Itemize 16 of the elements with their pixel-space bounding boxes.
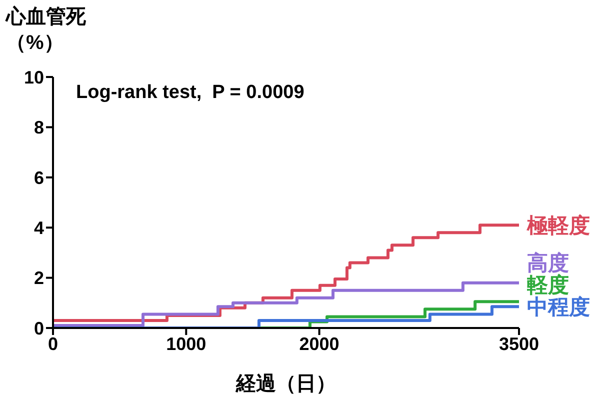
y-tick-label: 10 [24, 67, 44, 88]
x-axis-title: 経過（日） [234, 372, 337, 397]
y-tick-label: 6 [34, 168, 44, 188]
y-tick-label: 0 [34, 318, 44, 338]
annotation: Log-rank test, P = 0.0009 [76, 82, 304, 104]
y-tick-label: 8 [34, 118, 44, 138]
series-label: 中程度 [527, 295, 590, 320]
series-label: 極軽度 [526, 213, 590, 238]
y-tick-label: 2 [34, 268, 44, 288]
series-label: 軽度 [526, 273, 569, 298]
y-axis-title: 心血管死（%） [6, 4, 87, 56]
x-tick-label: 2000 [299, 334, 340, 354]
x-tick-label: 0 [48, 334, 58, 354]
x-tick-label: 3500 [498, 334, 540, 354]
y-tick-label: 4 [34, 218, 44, 238]
x-tick-label: 1000 [166, 334, 206, 354]
